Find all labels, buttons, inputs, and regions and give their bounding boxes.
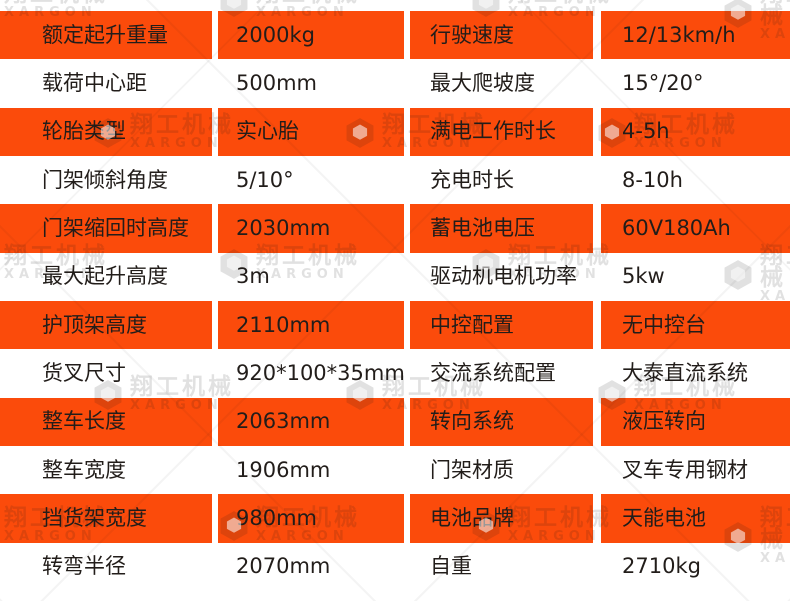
column-divider	[593, 301, 601, 349]
spec-value-left: 2000kg	[218, 11, 404, 60]
spec-value-right: 8-10h	[622, 167, 683, 192]
table-row: 整车宽度 1906mm 门架材质 叉车专用钢材	[0, 446, 790, 494]
spec-label-left: 额定起升重量	[0, 11, 212, 60]
spec-value-right: 液压转向	[601, 397, 790, 446]
spec-label-left: 货叉尺寸	[42, 360, 126, 385]
spec-label-right: 蓄电池电压	[410, 204, 593, 253]
column-divider	[593, 446, 601, 494]
spec-label-right: 交流系统配置	[430, 360, 556, 385]
spec-label-left: 整车长度	[0, 397, 212, 446]
spec-label-right: 门架材质	[430, 457, 514, 482]
column-divider	[593, 204, 601, 252]
spec-label-left: 载荷中心距	[42, 70, 147, 95]
spec-value-right: 大泰直流系统	[622, 360, 748, 385]
spec-label-right: 电池品牌	[410, 494, 593, 543]
spec-value-left: 2063mm	[218, 397, 404, 446]
column-divider	[593, 156, 601, 204]
spec-label-left: 整车宽度	[42, 457, 126, 482]
spec-value-right: 无中控台	[601, 300, 790, 350]
column-divider	[593, 108, 601, 156]
spec-table: 额定起升重量 2000kg 行驶速度 12/13km/h 载荷中心距 500mm 最大爬坡度…	[0, 11, 790, 591]
spec-label-left: 门架缩回时高度	[0, 204, 212, 253]
spec-label-left: 挡货架宽度	[0, 494, 212, 543]
spec-label-left: 转弯半径	[42, 554, 126, 579]
spec-label-right: 最大爬坡度	[430, 70, 535, 95]
table-row: 额定起升重量 2000kg 行驶速度 12/13km/h	[0, 11, 790, 60]
spec-value-left: 3m	[236, 264, 270, 289]
spec-value-left: 920*100*35mm	[236, 360, 405, 385]
table-row: 门架缩回时高度 2030mm 蓄电池电压 60V180Ah	[0, 204, 790, 253]
spec-label-right: 自重	[430, 554, 472, 579]
column-divider	[593, 253, 601, 301]
column-divider	[593, 11, 601, 59]
spec-label-left: 最大起升高度	[42, 264, 168, 289]
table-row: 货叉尺寸 920*100*35mm 交流系统配置 大泰直流系统	[0, 349, 790, 397]
spec-value-left: 2070mm	[236, 554, 331, 579]
column-divider	[593, 543, 601, 591]
spec-value-left: 1906mm	[236, 457, 331, 482]
spec-value-left: 2030mm	[218, 204, 404, 253]
watermark-brand-cn: 翔工机械	[4, 0, 108, 6]
spec-value-right: 12/13km/h	[601, 11, 790, 60]
watermark-brand-cn: 翔工机械	[508, 0, 612, 6]
spec-label-right: 转向系统	[410, 397, 593, 446]
column-divider	[593, 494, 601, 542]
table-row: 挡货架宽度 980mm 电池品牌 天能电池	[0, 494, 790, 543]
spec-value-right: 60V180Ah	[601, 204, 790, 253]
spec-value-right: 5kw	[622, 264, 665, 289]
table-row: 转弯半径 2070mm 自重 2710kg	[0, 543, 790, 591]
spec-label-right: 行驶速度	[410, 11, 593, 60]
spec-value-left: 500mm	[236, 70, 317, 95]
table-row: 门架倾斜角度 5/10° 充电时长 8-10h	[0, 156, 790, 204]
spec-value-right: 天能电池	[601, 494, 790, 543]
spec-value-right: 15°/20°	[622, 70, 704, 95]
watermark-brand-cn: 翔工机械	[256, 0, 360, 6]
spec-label-left: 轮胎类型	[0, 107, 212, 156]
column-divider	[593, 349, 601, 397]
spec-label-right: 充电时长	[430, 167, 514, 192]
table-row: 最大起升高度 3m 驱动机电机功率 5kw	[0, 253, 790, 301]
spec-value-left: 2110mm	[218, 300, 404, 350]
spec-label-right: 驱动机电机功率	[430, 264, 577, 289]
spec-value-right: 4-5h	[601, 107, 790, 156]
spec-value-right: 叉车专用钢材	[622, 457, 748, 482]
spec-value-right: 2710kg	[622, 554, 701, 579]
spec-value-left: 980mm	[218, 494, 404, 543]
spec-label-right: 满电工作时长	[410, 107, 593, 156]
column-divider	[593, 398, 601, 446]
spec-label-left: 门架倾斜角度	[42, 167, 168, 192]
table-row: 载荷中心距 500mm 最大爬坡度 15°/20°	[0, 59, 790, 107]
spec-value-left: 5/10°	[236, 167, 294, 192]
spec-label-left: 护顶架高度	[0, 300, 212, 350]
column-divider	[593, 59, 601, 107]
table-row: 护顶架高度 2110mm 中控配置 无中控台	[0, 300, 790, 350]
spec-value-left: 实心胎	[218, 107, 404, 156]
table-row: 整车长度 2063mm 转向系统 液压转向	[0, 397, 790, 446]
spec-label-right: 中控配置	[410, 300, 593, 350]
table-row: 轮胎类型 实心胎 满电工作时长 4-5h	[0, 107, 790, 156]
